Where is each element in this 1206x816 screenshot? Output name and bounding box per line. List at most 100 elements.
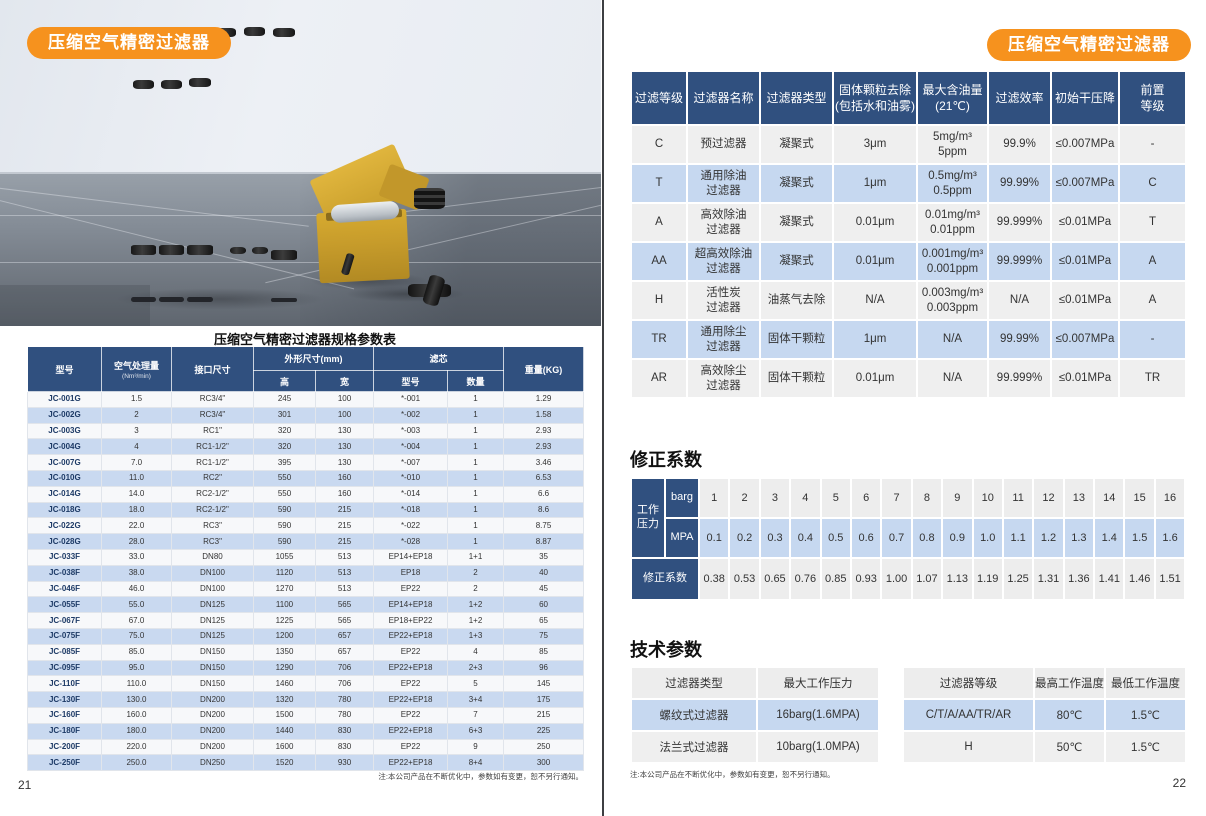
col-filter-grade: 过滤器等级 xyxy=(902,666,1035,700)
col-model: 型号 xyxy=(27,346,102,392)
table-cell: DN150 xyxy=(171,659,254,677)
table-cell: 14.0 xyxy=(101,485,172,503)
table-cell: 1290 xyxy=(253,659,316,677)
table-cell: 130 xyxy=(315,454,374,471)
table-cell: 75.0 xyxy=(101,627,172,645)
correction-table: 工作压力 barg 1 2 3 4 5 6 7 8 9 10 11 12 13 14 15 16 MPA 0.… xyxy=(630,477,1187,601)
table-cell: 8 xyxy=(910,477,944,519)
tech-temp-table-body: C/T/A/AA/TR/AR 80℃ 1.5℃ H 50℃ 1.5℃ xyxy=(902,698,1187,764)
table-cell: ≤0.01MPa xyxy=(1050,202,1120,243)
coefficient-label: 修正系数 xyxy=(630,557,700,601)
table-cell: 1.51 xyxy=(1153,557,1187,601)
table-cell: RC3/4" xyxy=(171,406,254,424)
table-cell: 513 xyxy=(315,548,374,566)
col-pre-grade: 前置 等级 xyxy=(1118,70,1187,126)
table-cell: 130 xyxy=(315,422,374,440)
table-row: TR 通用除尘 过滤器 固体干颗粒 1μm N/A 99.99% ≤0.007MPa - xyxy=(630,319,1187,360)
table-cell: JC-033F xyxy=(27,548,102,566)
table-cell: 830 xyxy=(315,722,374,740)
col-min-temp: 最低工作温度 xyxy=(1104,666,1187,700)
table-cell: JC-001G xyxy=(27,391,102,408)
table-cell: *-022 xyxy=(373,517,448,535)
table-row: JC-250F 250.0 DN250 1520 930 EP22+EP18 8+4 300 xyxy=(27,754,585,772)
col-grade: 过滤等级 xyxy=(630,70,688,126)
table-cell: 96 xyxy=(503,659,585,677)
table-cell: 80℃ xyxy=(1033,698,1106,732)
table-cell: 6 xyxy=(849,477,883,519)
table-cell: 1440 xyxy=(253,722,316,740)
table-cell: JC-022G xyxy=(27,517,102,535)
table-cell: 1.1 xyxy=(1001,517,1035,559)
table-cell: ≤0.01MPa xyxy=(1050,358,1120,399)
table-cell: 85 xyxy=(503,643,585,661)
table-cell: 1500 xyxy=(253,706,316,724)
table-cell: 1.13 xyxy=(941,557,974,601)
table-cell: EP22 xyxy=(373,675,448,693)
table-cell: JC-130F xyxy=(27,691,102,708)
table-cell: 0.6 xyxy=(849,517,883,559)
table-row: JC-085F 85.0 DN150 1350 657 EP22 4 85 xyxy=(27,643,585,661)
table-cell: 2 xyxy=(446,580,505,598)
table-cell: 65 xyxy=(503,612,585,629)
table-cell: 1350 xyxy=(253,643,316,661)
table-cell: 1.25 xyxy=(1001,557,1035,601)
table-cell: 657 xyxy=(315,643,374,661)
table-cell: DN200 xyxy=(171,738,254,756)
col-element: 滤芯 xyxy=(372,346,505,371)
table-cell: DN100 xyxy=(171,580,254,598)
table-cell: DN200 xyxy=(171,691,254,708)
page-title-badge: 压缩空气精密过滤器 xyxy=(27,27,231,59)
table-row: JC-002G 2 RC3/4" 301 100 *-002 1 1.58 xyxy=(27,406,585,424)
table-cell: 4 xyxy=(446,643,505,661)
table-cell: 0.001mg/m³ 0.001ppm xyxy=(916,241,989,282)
table-row: JC-001G 1.5 RC3/4" 245 100 *-001 1 1.29 xyxy=(27,391,585,408)
table-cell: RC2" xyxy=(171,469,254,487)
table-cell: 1.31 xyxy=(1032,557,1065,601)
table-cell: 67.0 xyxy=(101,612,172,629)
table-cell: JC-085F xyxy=(27,643,102,661)
table-cell: H xyxy=(630,280,688,321)
spec-table-title: 压缩空气精密过滤器规格参数表 xyxy=(213,332,396,347)
table-cell: 0.3 xyxy=(758,517,792,559)
table-cell: 3+4 xyxy=(446,691,505,708)
col-type: 过滤器类型 xyxy=(759,70,834,126)
table-cell: 高效除油 过滤器 xyxy=(686,202,761,243)
table-row: AR 高效除尘 过滤器 固体干颗粒 0.01μm N/A 99.999% ≤0.01MPa T… xyxy=(630,358,1187,399)
table-row: JC-014G 14.0 RC2-1/2" 550 160 *-014 1 6.6 xyxy=(27,485,585,503)
table-cell: JC-067F xyxy=(27,612,102,629)
table-cell: 99.999% xyxy=(987,358,1052,399)
table-cell: H xyxy=(902,730,1035,764)
table-cell: 1600 xyxy=(253,738,316,756)
table-row: A 高效除油 过滤器 凝聚式 0.01μm 0.01mg/m³ 0.01ppm 99.99… xyxy=(630,202,1187,243)
table-cell: 固体干颗粒 xyxy=(759,319,834,360)
table-cell: 7 xyxy=(880,477,913,519)
table-cell: RC1" xyxy=(171,422,254,440)
table-row: JC-033F 33.0 DN80 1055 513 EP14+EP18 1+1 35 xyxy=(27,548,585,566)
table-cell: 1.19 xyxy=(971,557,1004,601)
page-divider xyxy=(602,0,604,816)
table-row: JC-110F 110.0 DN150 1460 706 EP22 5 145 xyxy=(27,675,585,693)
table-cell: 通用除尘 过滤器 xyxy=(686,319,761,360)
table-cell: 8+4 xyxy=(446,754,505,772)
table-cell: 0.01μm xyxy=(832,241,918,282)
table-cell: 1+1 xyxy=(446,548,505,566)
table-cell: 300 xyxy=(503,754,585,772)
col-max-oil: 最大含油量 (21℃) xyxy=(916,70,989,126)
table-row: T 通用除油 过滤器 凝聚式 1μm 0.5mg/m³ 0.5ppm 99.99% ≤0.0… xyxy=(630,163,1187,204)
table-cell: DN80 xyxy=(171,548,254,566)
table-cell: 1100 xyxy=(253,596,316,614)
table-cell: 35 xyxy=(503,548,585,566)
table-cell: *-001 xyxy=(373,391,448,408)
table-cell: 4 xyxy=(789,477,822,519)
col-max-pressure: 最大工作压力 xyxy=(756,666,880,700)
table-cell: DN250 xyxy=(171,754,254,772)
table-cell: T xyxy=(630,163,688,204)
table-cell: 590 xyxy=(253,533,316,550)
table-cell: 3.46 xyxy=(503,454,585,471)
table-cell: RC3" xyxy=(171,517,254,535)
table-cell: 220.0 xyxy=(101,738,172,756)
table-cell: 1460 xyxy=(253,675,316,693)
table-cell: 2 xyxy=(728,477,761,519)
table-cell: 0.8 xyxy=(910,517,944,559)
table-cell: EP18+EP22 xyxy=(373,612,448,629)
